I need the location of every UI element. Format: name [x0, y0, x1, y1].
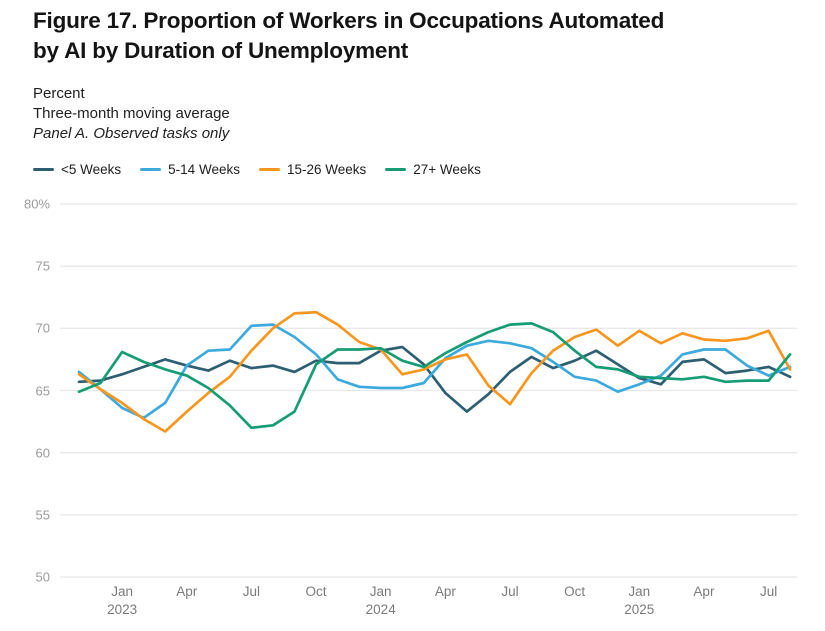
legend-item-5-14-weeks: 5-14 Weeks: [140, 162, 240, 177]
legend-item-27-plus-weeks: 27+ Weeks: [385, 162, 481, 177]
series-line-15-26-weeks: [77, 310, 792, 433]
y-tick-label: 70: [35, 320, 50, 336]
x-tick-label: Jan 2023: [107, 584, 138, 618]
x-tick-label: Oct: [305, 584, 327, 599]
y-tick-label: 80%: [23, 196, 50, 212]
y-tick-label: 55: [35, 507, 50, 523]
x-tick-label: Apr: [693, 584, 715, 599]
x-tick-label: Apr: [176, 584, 198, 599]
y-tick-label: 60: [35, 445, 50, 461]
title-line-1: Figure 17. Proportion of Workers in Occu…: [33, 8, 665, 33]
title-line-2: by AI by Duration of Unemployment: [33, 37, 409, 63]
x-tick-label: Jul: [242, 584, 261, 599]
y-tick-label: 50: [35, 569, 50, 585]
x-tick-label: Jul: [759, 584, 778, 599]
chart-subtitles: Percent Three-month moving average Panel…: [33, 84, 230, 144]
panel-label: Panel A. Observed tasks only: [33, 124, 230, 142]
legend-label: <5 Weeks: [61, 162, 122, 177]
x-tick-label: Jan 2024: [365, 584, 396, 618]
page-title: Figure 17. Proportion of Workers in Occu…: [33, 6, 803, 66]
legend-item-under-5-weeks: <5 Weeks: [33, 162, 121, 177]
legend-label: 27+ Weeks: [413, 162, 481, 177]
y-tick-label: 65: [35, 383, 50, 398]
legend-label: 15-26 Weeks: [286, 162, 367, 177]
legend-swatch-icon: [140, 168, 162, 171]
legend-item-15-26-weeks: 15-26 Weeks: [258, 162, 367, 177]
series-line-27-weeks: [77, 322, 792, 430]
x-tick-label: Jul: [501, 584, 519, 599]
series-line--5-weeks: [77, 345, 792, 413]
series-line-5-14-weeks: [77, 323, 792, 420]
x-tick-label: Oct: [564, 584, 586, 599]
legend-swatch-icon: [33, 168, 54, 171]
x-tick-label: Jan 2025: [624, 584, 655, 618]
x-tick-label: Apr: [434, 584, 456, 599]
legend: <5 Weeks 5-14 Weeks 15-26 Weeks 27+ Week…: [33, 162, 481, 177]
legend-label: 5-14 Weeks: [168, 162, 240, 177]
legend-swatch-icon: [258, 168, 280, 171]
smoothing-label: Three-month moving average: [33, 104, 230, 122]
legend-swatch-icon: [385, 168, 407, 171]
units-label: Percent: [33, 85, 85, 102]
y-tick-label: 75: [35, 258, 50, 274]
